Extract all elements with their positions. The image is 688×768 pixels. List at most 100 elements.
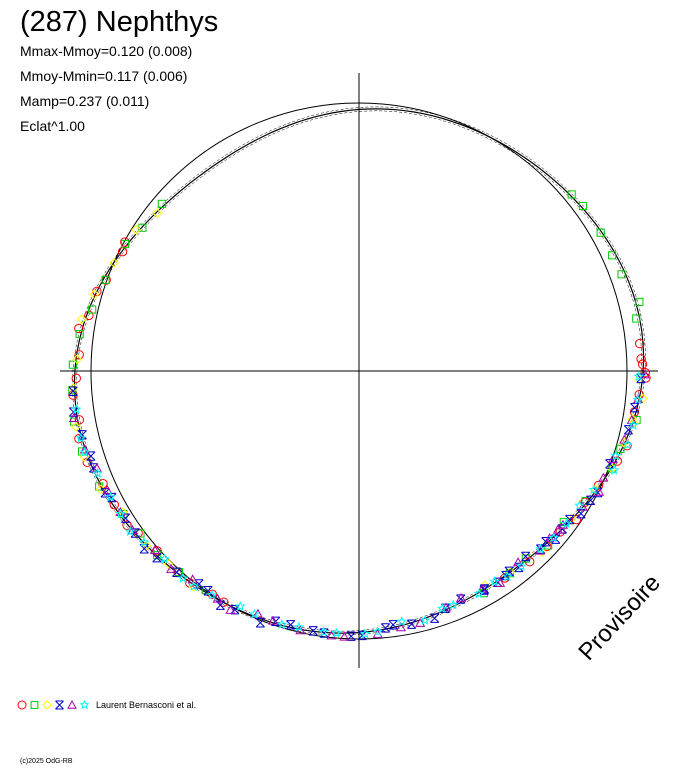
copyright-notice: (c)2025 OdG-RB — [20, 758, 73, 765]
data-point-circle — [74, 323, 84, 334]
data-point-square — [68, 360, 77, 369]
data-point-diamond — [163, 559, 174, 569]
data-point-bowtie — [172, 567, 182, 578]
data-point-bowtie — [521, 551, 531, 562]
data-point-bowtie — [194, 579, 204, 589]
data-point-circle — [71, 373, 82, 384]
data-point-triangle — [552, 524, 563, 534]
data-point-bowtie — [576, 508, 586, 519]
data-point-star — [447, 599, 459, 610]
data-point-bowtie — [68, 386, 78, 396]
data-point-square — [157, 199, 166, 208]
data-point-bowtie — [89, 463, 99, 473]
data-point-square — [581, 496, 590, 506]
data-point-bowtie — [557, 524, 567, 534]
stat-mamp: Mamp=0.237 (0.011) — [20, 93, 150, 109]
data-point-star — [502, 571, 513, 581]
data-point-star — [293, 621, 305, 632]
data-point-bowtie — [623, 425, 633, 435]
data-point-star — [235, 600, 246, 611]
data-point-square — [101, 275, 110, 285]
page-title: (287) Nephthys — [20, 6, 219, 38]
data-point-square — [578, 202, 587, 211]
chart-points-layer — [68, 190, 651, 641]
data-point-triangle — [149, 544, 160, 554]
data-point-circle — [637, 359, 648, 369]
data-point-bowtie — [203, 586, 213, 596]
data-point-triangle — [268, 615, 279, 625]
data-point-triangle — [639, 369, 651, 379]
data-point-diamond — [76, 314, 87, 325]
data-point-square — [617, 270, 626, 279]
data-point-diamond — [109, 257, 119, 268]
data-point-star — [105, 491, 116, 502]
data-point-bowtie — [479, 585, 489, 595]
data-point-bowtie — [586, 495, 596, 505]
data-point-star — [276, 618, 288, 629]
data-point-bowtie — [504, 566, 514, 577]
stat-mmoy-mmin: Mmoy-Mmin=0.117 (0.006) — [20, 68, 188, 84]
data-point-square — [608, 251, 617, 260]
data-point-square — [153, 551, 162, 560]
data-point-star — [489, 576, 500, 587]
author-credit: Laurent Bernasconi et al. — [96, 700, 197, 710]
data-point-diamond — [89, 289, 100, 300]
data-point-star — [535, 543, 546, 554]
data-point-bowtie — [388, 620, 398, 630]
data-point-triangle — [557, 519, 569, 529]
stat-eclat: Eclat^1.00 — [20, 118, 85, 134]
data-point-diamond — [638, 393, 648, 404]
data-point-bowtie — [120, 513, 131, 523]
data-point-diamond — [566, 513, 577, 524]
data-point-triangle — [225, 604, 236, 614]
data-point-bowtie — [286, 620, 296, 630]
data-point-star — [249, 608, 260, 619]
data-point-bowtie — [346, 631, 356, 641]
data-point-star — [632, 394, 644, 405]
data-point-square — [616, 444, 625, 453]
data-point-triangle — [577, 501, 588, 511]
data-point-triangle — [339, 631, 350, 641]
data-point-bowtie — [380, 623, 391, 633]
data-point-bowtie — [630, 402, 640, 413]
data-point-triangle — [395, 622, 407, 632]
data-point-star — [561, 518, 572, 529]
data-point-bowtie — [77, 430, 87, 440]
data-point-star — [92, 467, 103, 478]
legend-marker-bowtie — [55, 700, 64, 710]
data-point-star — [124, 525, 136, 536]
data-point-triangle — [212, 593, 223, 603]
data-point-square — [635, 297, 644, 306]
data-point-diamond — [72, 354, 83, 365]
data-point-star — [79, 446, 90, 457]
data-point-star — [622, 439, 633, 449]
data-point-circle — [640, 367, 650, 378]
data-point-bowtie — [139, 544, 149, 554]
data-point-circle — [152, 546, 162, 556]
data-point-triangle — [326, 630, 337, 640]
data-point-star — [436, 603, 448, 614]
data-point-star — [610, 450, 621, 461]
data-point-triangle — [187, 574, 198, 584]
data-point-square — [75, 330, 84, 339]
data-point-bowtie — [152, 552, 162, 563]
data-point-diamond — [131, 224, 141, 235]
chart-axes — [60, 73, 658, 668]
data-point-star — [206, 589, 218, 600]
data-point-star — [71, 403, 82, 414]
chart-legend-markers — [17, 699, 90, 710]
data-point-star — [177, 572, 189, 583]
data-point-bowtie — [319, 628, 329, 638]
data-point-star — [188, 580, 199, 591]
data-point-star — [516, 560, 527, 571]
data-point-triangle — [455, 592, 467, 602]
data-point-circle — [634, 338, 645, 349]
data-point-star — [419, 614, 431, 625]
data-point-bowtie — [430, 613, 440, 623]
data-point-circle — [74, 350, 84, 360]
data-point-star — [396, 616, 408, 627]
data-point-diamond — [71, 421, 81, 432]
data-point-triangle — [632, 394, 644, 404]
data-point-star — [359, 628, 371, 639]
